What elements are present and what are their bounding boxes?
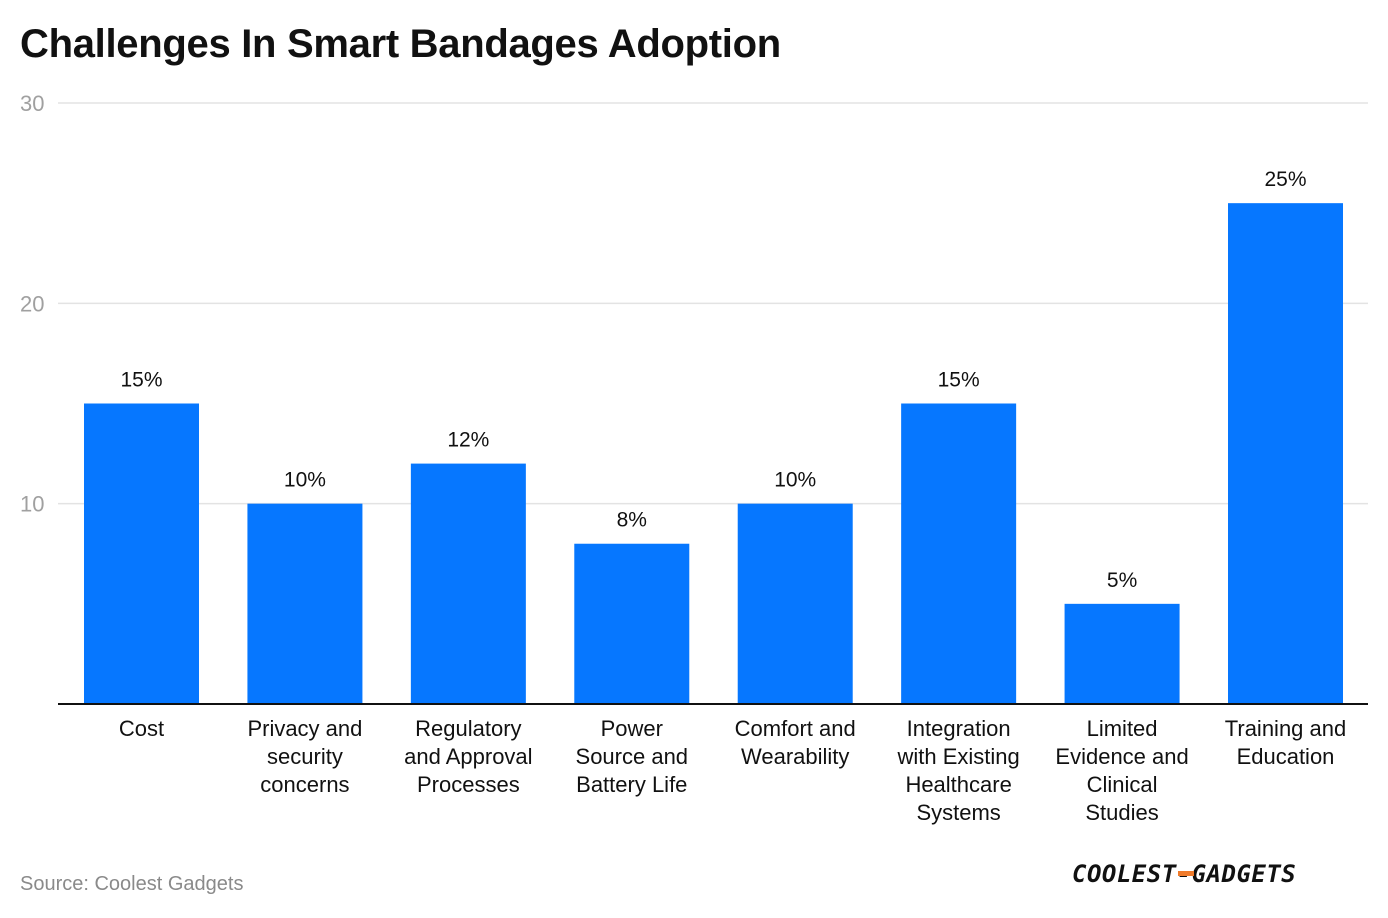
category-label-line: Healthcare — [905, 772, 1011, 797]
category-label-line: Comfort and — [735, 716, 856, 741]
category-label-line: Battery Life — [576, 772, 687, 797]
category-label-line: Privacy and — [247, 716, 362, 741]
category-label-3: Power Source and Battery Life — [576, 716, 689, 797]
category-label-line: with Existing — [897, 744, 1020, 769]
data-label-5: 15% — [938, 369, 980, 392]
bar-1 — [247, 503, 363, 704]
source-note: Source: Coolest Gadgets — [20, 873, 244, 895]
bar-5 — [901, 403, 1017, 704]
bars — [84, 203, 1343, 704]
category-label-line: Evidence and — [1055, 744, 1188, 769]
y-tick-label: 30 — [20, 91, 44, 116]
bar-3 — [574, 543, 690, 704]
category-label-line: Power — [601, 716, 663, 741]
bar-2 — [410, 463, 526, 704]
category-label-1: Privacy and security concerns — [247, 716, 362, 797]
bar-4 — [737, 503, 853, 704]
data-label-4: 10% — [774, 469, 816, 492]
data-labels: 15% 10% 12% 8% 10% 15% 5% 25% — [120, 168, 1306, 592]
category-label-6: Limited Evidence and Clinical Studies — [1055, 716, 1188, 825]
category-label-line: security — [267, 744, 343, 769]
category-label-line: Training and — [1225, 716, 1346, 741]
data-label-2: 12% — [447, 429, 489, 452]
y-tick-label: 10 — [20, 492, 44, 517]
bar-7 — [1228, 203, 1343, 704]
data-label-0: 15% — [120, 369, 162, 392]
category-label-line: Systems — [916, 800, 1000, 825]
category-label-line: Clinical — [1087, 772, 1158, 797]
category-label-line: Cost — [119, 716, 164, 741]
category-label-line: Education — [1237, 744, 1335, 769]
bar-6 — [1064, 603, 1180, 704]
y-tick-label: 20 — [20, 291, 44, 316]
category-label-line: Studies — [1085, 800, 1158, 825]
category-label-5: Integration with Existing Healthcare System… — [897, 716, 1020, 825]
logo-accent — [1178, 871, 1194, 876]
category-label-line: Limited — [1087, 716, 1158, 741]
bar-0 — [84, 403, 199, 704]
data-label-6: 5% — [1107, 569, 1137, 592]
category-label-0: Cost — [119, 716, 164, 741]
category-label-2: Regulatory and Approval Processes — [404, 716, 532, 797]
category-label-4: Comfort and Wearability — [735, 716, 856, 769]
category-label-line: Regulatory — [415, 716, 521, 741]
category-label-line: Integration — [907, 716, 1011, 741]
data-label-3: 8% — [617, 509, 647, 532]
category-label-line: Wearability — [741, 744, 849, 769]
data-label-7: 25% — [1264, 168, 1306, 191]
category-labels: Cost Privacy and security concerns Regulator… — [119, 716, 1346, 825]
category-label-line: Source and — [576, 744, 689, 769]
gridlines: 10 20 30 — [20, 91, 1368, 517]
chart-title: Challenges In Smart Bandages Adoption — [20, 22, 781, 66]
category-label-line: and Approval — [404, 744, 532, 769]
coolest-gadgets-logo: COOLEST-GADGETS — [1072, 860, 1296, 888]
category-label-line: concerns — [260, 772, 349, 797]
data-label-1: 10% — [284, 469, 326, 492]
category-label-line: Processes — [417, 772, 520, 797]
category-label-7: Training and Education — [1225, 716, 1346, 769]
